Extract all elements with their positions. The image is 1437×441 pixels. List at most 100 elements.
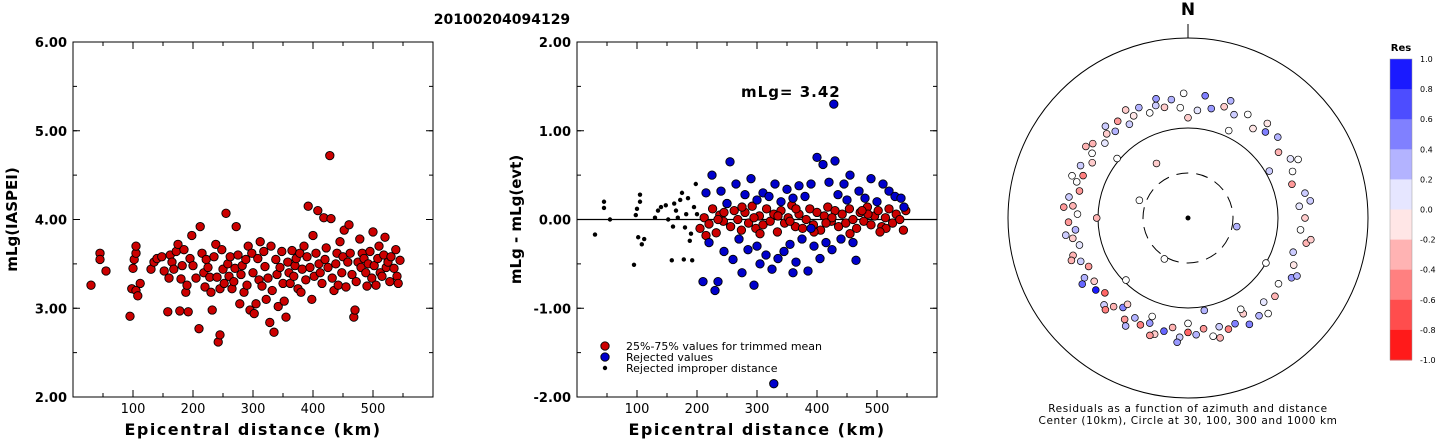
station-residual-point xyxy=(1207,104,1216,113)
station-residual-point xyxy=(1145,319,1154,327)
data-point xyxy=(362,281,372,291)
colorbar-tick-label: -0.8 xyxy=(1420,326,1436,335)
data-point xyxy=(809,241,819,251)
y-tick-label: 2.00 xyxy=(35,391,67,406)
station-residual-point xyxy=(1231,319,1239,328)
y-axis-label: mLg - mLg(evt) xyxy=(507,155,525,284)
station-residual-point xyxy=(1101,289,1109,297)
data-point xyxy=(655,208,661,213)
data-point xyxy=(752,241,762,251)
data-point xyxy=(182,280,192,290)
station-residual-point xyxy=(1289,248,1297,256)
data-point xyxy=(670,224,676,229)
data-point xyxy=(675,215,680,220)
station-residual-point xyxy=(1129,112,1138,120)
data-point xyxy=(866,220,876,230)
data-point xyxy=(747,201,757,211)
data-point xyxy=(209,252,219,262)
station-residual-point xyxy=(1078,280,1086,288)
data-point xyxy=(326,213,336,224)
event-title: 20100204094129 xyxy=(434,12,570,28)
station-residual-point xyxy=(1148,312,1156,321)
data-point xyxy=(875,227,885,237)
data-point xyxy=(302,252,312,262)
station-residual-point xyxy=(1060,203,1068,211)
data-point xyxy=(845,170,855,180)
x-axis-label: Epicentral distance (km) xyxy=(124,420,381,439)
station-residual-point xyxy=(1160,103,1169,112)
legend-label: Rejected improper distance xyxy=(626,362,778,375)
data-point xyxy=(260,261,270,272)
data-point xyxy=(95,254,105,265)
station-residual-point xyxy=(1301,189,1309,197)
data-point xyxy=(722,198,732,209)
station-residual-point xyxy=(1274,148,1283,157)
station-residual-point xyxy=(1121,322,1130,330)
data-point xyxy=(821,237,831,248)
data-point xyxy=(716,186,726,196)
data-point xyxy=(377,271,387,281)
x-tick-label: 200 xyxy=(181,402,206,417)
data-point xyxy=(773,253,783,264)
station-residual-point xyxy=(1249,124,1257,133)
data-point xyxy=(688,231,694,236)
data-point xyxy=(725,157,735,167)
station-residual-point xyxy=(1265,167,1274,175)
data-point xyxy=(801,214,811,225)
colorbar-segment xyxy=(1390,89,1412,120)
data-point xyxy=(845,229,855,239)
data-point xyxy=(311,248,321,258)
data-point xyxy=(711,228,721,238)
data-point xyxy=(164,273,174,283)
data-point xyxy=(769,379,779,389)
station-residual-point xyxy=(1216,334,1224,342)
station-residual-point xyxy=(1226,97,1235,105)
station-residual-point xyxy=(1307,235,1315,244)
data-point xyxy=(269,327,279,337)
data-point xyxy=(233,250,243,260)
data-point xyxy=(788,268,798,278)
station-residual-point xyxy=(1101,139,1109,147)
data-point xyxy=(217,245,227,255)
station-residual-point xyxy=(1092,214,1101,222)
data-point xyxy=(297,264,307,274)
station-residual-point xyxy=(1072,178,1081,186)
station-residual-point xyxy=(1200,306,1209,315)
data-point xyxy=(884,204,894,214)
station-residual-point xyxy=(1075,187,1084,195)
colorbar-tick-label: -0.6 xyxy=(1420,296,1436,305)
data-point xyxy=(236,269,246,280)
colorbar-segment xyxy=(1390,59,1412,90)
station-residual-point xyxy=(1146,331,1154,340)
station-residual-point xyxy=(1101,305,1110,314)
colorbar-tick-label: -0.2 xyxy=(1420,236,1436,245)
data-point xyxy=(203,262,213,273)
data-point xyxy=(713,214,723,225)
data-point xyxy=(275,262,285,273)
data-point xyxy=(307,294,317,305)
station-residual-point xyxy=(1079,171,1087,180)
data-point xyxy=(872,197,882,207)
station-residual-point xyxy=(1084,262,1093,271)
data-point xyxy=(836,234,846,244)
colorbar-tick-label: 0.0 xyxy=(1420,206,1433,215)
data-point xyxy=(637,199,643,204)
data-point xyxy=(351,276,361,287)
station-residual-point xyxy=(1090,277,1098,286)
data-point xyxy=(195,221,205,232)
data-point xyxy=(794,181,804,191)
data-point xyxy=(315,268,325,278)
data-point xyxy=(728,254,738,265)
data-point xyxy=(848,214,858,225)
data-point xyxy=(821,218,831,228)
colorbar-segment xyxy=(1390,179,1412,210)
station-residual-point xyxy=(1135,196,1144,205)
data-point xyxy=(191,273,201,283)
station-residual-point xyxy=(1152,95,1160,103)
data-point xyxy=(749,213,759,223)
station-residual-point xyxy=(1224,325,1233,333)
data-point xyxy=(125,311,135,321)
azimuth-residual-polar-plot: N Residuals as a function of azimuth and … xyxy=(1007,0,1369,427)
data-point xyxy=(393,278,403,289)
